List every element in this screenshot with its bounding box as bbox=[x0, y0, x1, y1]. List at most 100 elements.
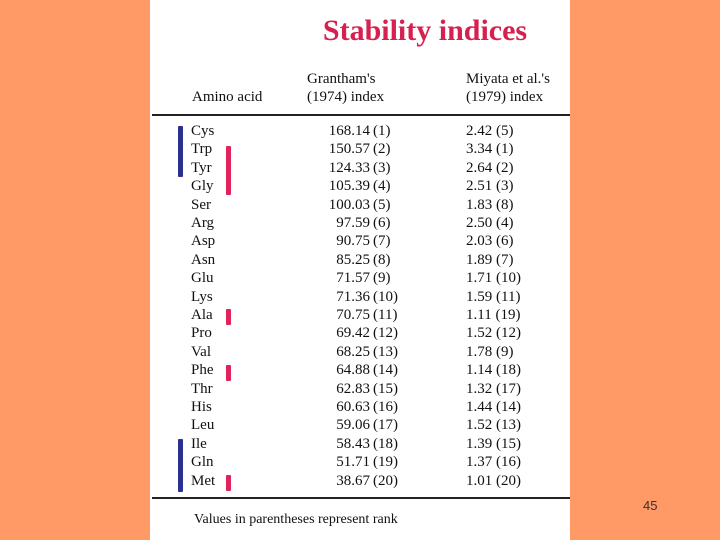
miyata-cell: 1.52 (13) bbox=[466, 417, 521, 434]
table-row: Val 68.25 (13) 1.78 (9) bbox=[150, 344, 570, 362]
miyata-cell: 1.52 (12) bbox=[466, 325, 521, 342]
miyata-cell: 2.42 (5) bbox=[466, 123, 514, 139]
header-rule bbox=[152, 114, 570, 116]
amino-acid-cell: Met bbox=[191, 472, 216, 489]
header-grantham-line1: Grantham's bbox=[307, 71, 376, 87]
miyata-cell: 2.50 (4) bbox=[466, 215, 514, 231]
grantham-value-cell: 124.33 bbox=[328, 159, 370, 176]
table-row: Met 38.67 (20) 1.01 (20) bbox=[150, 473, 570, 491]
amino-acid-cell: Lys bbox=[191, 288, 213, 305]
grantham-rank-cell: (19) bbox=[373, 454, 398, 471]
grantham-rank-cell: (15) bbox=[373, 380, 398, 397]
table-row: Asn 85.25 (8) 1.89 (7) bbox=[150, 252, 570, 270]
grantham-rank-cell: (1) bbox=[373, 123, 391, 139]
grantham-value-cell: 150.57 bbox=[328, 141, 370, 158]
table-row: Lys 71.36 (10) 1.59 (11) bbox=[150, 289, 570, 307]
grantham-value-cell: 71.57 bbox=[336, 270, 370, 287]
miyata-cell: 1.01 (20) bbox=[466, 472, 521, 489]
header-amino-acid: Amino acid bbox=[192, 89, 263, 105]
table-row: Asp 90.75 (7) 2.03 (6) bbox=[150, 233, 570, 251]
amino-acid-cell: Ala bbox=[191, 307, 213, 323]
miyata-cell: 3.34 (1) bbox=[466, 141, 514, 158]
table-row: Gln 51.71 (19) 1.37 (16) bbox=[150, 454, 570, 472]
grantham-value-cell: 59.06 bbox=[336, 417, 370, 434]
miyata-cell: 1.44 (14) bbox=[466, 399, 521, 415]
grantham-rank-cell: (3) bbox=[373, 159, 391, 176]
table-row: Trp 150.57 (2) 3.34 (1) bbox=[150, 141, 570, 159]
grantham-rank-cell: (13) bbox=[373, 343, 398, 360]
marker-red-phe bbox=[226, 365, 231, 381]
grantham-value-cell: 68.25 bbox=[336, 343, 370, 360]
table-row: Arg 97.59 (6) 2.50 (4) bbox=[150, 215, 570, 233]
page-number: 45 bbox=[643, 498, 658, 513]
grantham-value-cell: 60.63 bbox=[336, 399, 370, 415]
table-row: Phe 64.88 (14) 1.14 (18) bbox=[150, 362, 570, 380]
grantham-rank-cell: (6) bbox=[373, 215, 391, 231]
grantham-value-cell: 64.88 bbox=[336, 362, 370, 379]
marker-red-ala bbox=[226, 309, 231, 325]
header-miyata-line2: (1979) index bbox=[466, 89, 544, 105]
amino-acid-cell: His bbox=[191, 399, 212, 415]
grantham-value-cell: 70.75 bbox=[336, 307, 370, 323]
table-row: Tyr 124.33 (3) 2.64 (2) bbox=[150, 160, 570, 178]
grantham-value-cell: 168.14 bbox=[328, 123, 370, 139]
amino-acid-cell: Pro bbox=[191, 325, 212, 342]
miyata-cell: 1.83 (8) bbox=[466, 196, 514, 213]
table-row: Ile 58.43 (18) 1.39 (15) bbox=[150, 436, 570, 454]
grantham-rank-cell: (20) bbox=[373, 472, 398, 489]
grantham-value-cell: 105.39 bbox=[328, 178, 370, 195]
header-miyata-line1: Miyata et al.'s bbox=[466, 71, 550, 87]
grantham-rank-cell: (17) bbox=[373, 417, 398, 434]
grantham-value-cell: 58.43 bbox=[336, 435, 370, 452]
grantham-rank-cell: (18) bbox=[373, 435, 398, 452]
grantham-rank-cell: (4) bbox=[373, 178, 391, 195]
table-row: Pro 69.42 (12) 1.52 (12) bbox=[150, 325, 570, 343]
miyata-cell: 2.51 (3) bbox=[466, 178, 514, 195]
grantham-rank-cell: (11) bbox=[373, 307, 398, 323]
grantham-rank-cell: (14) bbox=[373, 362, 398, 379]
miyata-cell: 1.89 (7) bbox=[466, 251, 514, 268]
amino-acid-cell: Arg bbox=[191, 215, 215, 231]
marker-blue-bottom bbox=[178, 439, 183, 492]
header-grantham-line2: (1974) index bbox=[307, 89, 385, 105]
grantham-value-cell: 62.83 bbox=[336, 380, 370, 397]
grantham-rank-cell: (2) bbox=[373, 141, 391, 158]
amino-acid-cell: Cys bbox=[191, 123, 215, 139]
table-row: Cys 168.14 (1) 2.42 (5) bbox=[150, 123, 570, 141]
marker-red-met bbox=[226, 475, 231, 491]
page-title: Stability indices bbox=[322, 14, 528, 47]
amino-acid-cell: Asn bbox=[191, 251, 216, 268]
amino-acid-cell: Glu bbox=[191, 270, 214, 287]
grantham-value-cell: 38.67 bbox=[336, 472, 370, 489]
miyata-cell: 2.64 (2) bbox=[466, 159, 514, 176]
footer-note: Values in parentheses represent rank bbox=[194, 512, 398, 527]
table-row: Glu 71.57 (9) 1.71 (10) bbox=[150, 270, 570, 288]
footer-rule bbox=[152, 497, 570, 499]
amino-acid-cell: Leu bbox=[191, 417, 215, 434]
grantham-value-cell: 71.36 bbox=[336, 288, 370, 305]
marker-blue-top bbox=[178, 126, 183, 177]
table-row: Ser 100.03 (5) 1.83 (8) bbox=[150, 197, 570, 215]
grantham-rank-cell: (5) bbox=[373, 196, 391, 213]
grantham-rank-cell: (12) bbox=[373, 325, 398, 342]
miyata-cell: 1.39 (15) bbox=[466, 435, 521, 452]
miyata-cell: 1.59 (11) bbox=[466, 288, 521, 305]
grantham-value-cell: 85.25 bbox=[336, 251, 370, 268]
marker-red-top bbox=[226, 146, 231, 195]
miyata-cell: 1.32 (17) bbox=[466, 380, 521, 397]
table-row: Gly 105.39 (4) 2.51 (3) bbox=[150, 178, 570, 196]
table-row: Leu 59.06 (17) 1.52 (13) bbox=[150, 417, 570, 435]
miyata-cell: 2.03 (6) bbox=[466, 233, 514, 250]
amino-acid-cell: Tyr bbox=[191, 159, 212, 176]
amino-acid-cell: Trp bbox=[191, 141, 213, 158]
table-row: His 60.63 (16) 1.44 (14) bbox=[150, 399, 570, 417]
grantham-value-cell: 100.03 bbox=[328, 196, 370, 213]
amino-acid-cell: Asp bbox=[191, 233, 216, 250]
amino-acid-cell: Val bbox=[191, 343, 211, 360]
miyata-cell: 1.71 (10) bbox=[466, 270, 521, 287]
table-row: Thr 62.83 (15) 1.32 (17) bbox=[150, 381, 570, 399]
grantham-value-cell: 69.42 bbox=[336, 325, 370, 342]
grantham-value-cell: 51.71 bbox=[336, 454, 370, 471]
grantham-rank-cell: (10) bbox=[373, 288, 398, 305]
amino-acid-cell: Phe bbox=[191, 362, 214, 379]
